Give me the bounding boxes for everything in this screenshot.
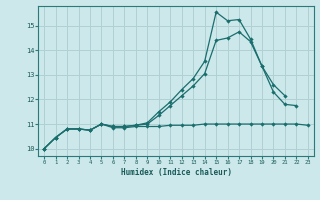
X-axis label: Humidex (Indice chaleur): Humidex (Indice chaleur) bbox=[121, 168, 231, 177]
